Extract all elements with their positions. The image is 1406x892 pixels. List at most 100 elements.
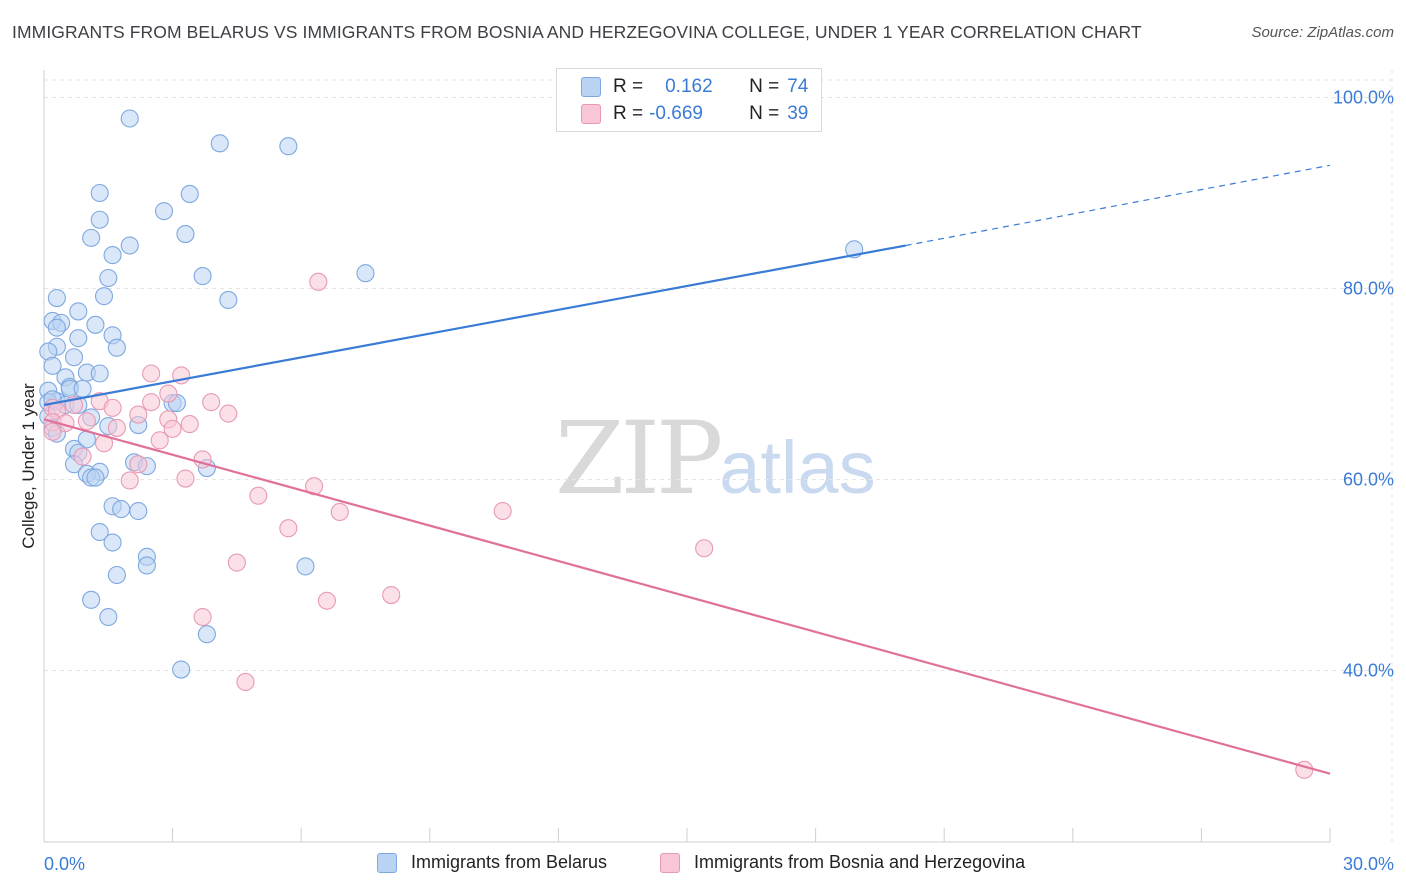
- point-belarus: [219, 290, 238, 310]
- point-belarus: [103, 533, 122, 552]
- point-belarus: [120, 236, 139, 255]
- point-belarus: [47, 288, 66, 308]
- legend-n-value: 39: [787, 103, 809, 124]
- point-bosnia: [142, 393, 161, 412]
- point-belarus: [129, 501, 148, 521]
- point-belarus: [82, 228, 101, 247]
- trend-line-belarus: [43, 244, 906, 407]
- point-bosnia: [317, 591, 336, 610]
- point-belarus: [180, 184, 199, 204]
- point-belarus: [73, 379, 92, 398]
- point-belarus: [103, 246, 122, 265]
- y-tick-label: 80.0%: [1343, 279, 1394, 299]
- point-belarus: [90, 210, 109, 229]
- bottom-legend-bosnia: Immigrants from Bosnia and Herzegovina: [660, 852, 1025, 873]
- point-belarus: [86, 468, 105, 487]
- legend-n-label: N =: [749, 76, 780, 97]
- watermark-zip: ZIP: [555, 400, 723, 517]
- point-bosnia: [202, 393, 221, 412]
- point-bosnia: [279, 519, 298, 538]
- bottom-swatch-bosnia: [660, 852, 680, 873]
- legend-swatch-bosnia: [581, 104, 601, 124]
- y-axis-title: College, Under 1 year: [19, 383, 38, 549]
- series-bosnia-points: [43, 272, 1314, 779]
- point-belarus: [193, 267, 212, 286]
- point-bosnia: [142, 364, 161, 383]
- point-belarus: [176, 225, 195, 244]
- point-belarus: [43, 356, 62, 375]
- point-bosnia: [129, 455, 148, 474]
- point-bosnia: [150, 431, 169, 450]
- point-bosnia: [193, 607, 212, 627]
- point-bosnia: [94, 434, 114, 453]
- point-bosnia: [77, 412, 96, 431]
- point-belarus: [82, 590, 101, 609]
- point-belarus: [107, 565, 126, 585]
- legend-row-belarus: R = 0.162 N = 74: [581, 75, 808, 99]
- point-bosnia: [103, 398, 122, 417]
- point-belarus: [99, 607, 118, 627]
- y-tick-label: 60.0%: [1343, 470, 1394, 490]
- legend-n-value: 74: [787, 76, 809, 97]
- bottom-legend-belarus: Immigrants from Belarus: [377, 852, 607, 873]
- tick-labels: 40.0% 60.0% 80.0% 100.0% 0.0% 30.0%: [44, 88, 1394, 875]
- x-tick-label: 30.0%: [1343, 854, 1394, 874]
- point-bosnia: [249, 486, 268, 505]
- x-tick-label: 0.0%: [44, 854, 85, 874]
- y-tick-label: 100.0%: [1333, 88, 1394, 108]
- trend-extension-belarus: [905, 164, 1331, 247]
- legend-swatch-belarus: [581, 77, 601, 97]
- bottom-swatch-belarus: [377, 852, 397, 873]
- point-belarus: [154, 202, 174, 221]
- source-credit: Source: ZipAtlas.com: [1251, 24, 1394, 41]
- bottom-legend-label: Immigrants from Belarus: [411, 852, 608, 872]
- axes: [43, 70, 1331, 843]
- grid-lines: [44, 70, 1393, 842]
- point-belarus: [279, 137, 298, 156]
- legend-r-value: -0.669: [649, 103, 703, 124]
- point-belarus: [90, 522, 109, 542]
- bottom-legend-label: Immigrants from Bosnia and Herzegovina: [694, 852, 1026, 872]
- point-belarus: [356, 264, 375, 283]
- point-belarus: [69, 329, 88, 348]
- point-bosnia: [107, 418, 126, 437]
- point-bosnia: [695, 539, 714, 558]
- point-belarus: [120, 109, 139, 128]
- point-bosnia: [219, 404, 238, 423]
- point-belarus: [94, 287, 114, 306]
- trend-line-bosnia: [43, 418, 1331, 775]
- point-belarus: [210, 134, 229, 153]
- watermark: ZIPatlas: [555, 400, 876, 517]
- point-belarus: [99, 268, 118, 288]
- point-belarus: [69, 302, 88, 321]
- point-belarus: [172, 660, 191, 679]
- legend-r-value: 0.162: [665, 76, 713, 97]
- point-bosnia: [236, 672, 255, 692]
- point-belarus: [90, 183, 109, 203]
- legend-r-label: R =: [613, 76, 644, 97]
- point-bosnia: [330, 502, 349, 522]
- point-bosnia: [382, 586, 401, 605]
- point-belarus: [86, 315, 105, 334]
- point-bosnia: [227, 553, 246, 572]
- point-bosnia: [129, 405, 148, 424]
- point-bosnia: [176, 469, 195, 488]
- point-belarus: [64, 348, 84, 367]
- legend-row-bosnia: R = -0.669 N = 39: [581, 102, 808, 126]
- point-bosnia: [73, 447, 92, 466]
- point-belarus: [112, 500, 131, 519]
- point-bosnia: [163, 419, 182, 438]
- legend-n-label: N =: [749, 103, 780, 124]
- trend-lines: [43, 164, 1331, 775]
- point-bosnia: [493, 501, 512, 521]
- point-belarus: [90, 364, 109, 383]
- point-belarus: [197, 625, 216, 644]
- point-bosnia: [43, 422, 62, 441]
- point-belarus: [296, 557, 315, 576]
- watermark-atlas: atlas: [719, 426, 876, 509]
- chart-title: IMMIGRANTS FROM BELARUS VS IMMIGRANTS FR…: [12, 22, 1142, 42]
- point-bosnia: [159, 384, 178, 403]
- point-bosnia: [309, 272, 328, 291]
- point-bosnia: [180, 415, 199, 434]
